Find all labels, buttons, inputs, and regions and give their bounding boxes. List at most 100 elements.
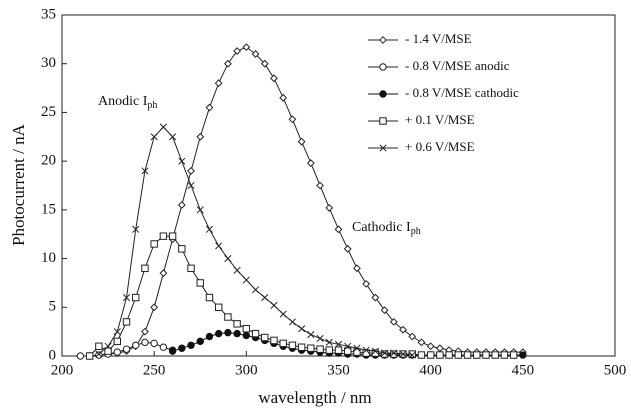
legend-label: - 0.8 V/MSE cathodic (405, 85, 519, 100)
legend-label: - 0.8 V/MSE anodic (405, 58, 510, 73)
marker (288, 115, 297, 124)
marker (251, 286, 260, 294)
marker (389, 317, 398, 326)
marker (242, 276, 250, 284)
x-tick-label: 250 (143, 362, 166, 378)
marker (104, 347, 112, 355)
marker (379, 90, 387, 98)
marker (178, 245, 186, 253)
marker (76, 352, 85, 360)
annotation-subscript: ph (411, 226, 421, 237)
marker (132, 225, 140, 233)
marker (417, 338, 426, 347)
marker (408, 350, 416, 358)
marker (344, 342, 352, 350)
marker (473, 351, 481, 359)
marker (85, 352, 94, 360)
marker (408, 351, 416, 359)
marker (463, 351, 472, 359)
marker (380, 306, 389, 315)
marker (307, 344, 315, 352)
marker (233, 329, 241, 338)
annotation-subscript: ph (147, 100, 157, 111)
marker (205, 103, 214, 112)
marker (435, 344, 444, 353)
marker (242, 331, 251, 340)
marker (288, 341, 297, 349)
annotation-text: Anodic I (98, 94, 148, 109)
y-tick-label: 5 (49, 299, 57, 315)
marker (159, 232, 168, 240)
marker (260, 59, 269, 68)
marker (159, 123, 167, 131)
marker (150, 303, 159, 312)
marker (353, 344, 361, 352)
marker (279, 339, 287, 348)
legend-label: + 0.6 V/MSE (405, 139, 475, 154)
y-axis-label: Photocurrent / nA (9, 123, 28, 246)
marker (390, 349, 398, 357)
marker (150, 240, 158, 248)
marker (362, 346, 370, 354)
marker (159, 269, 168, 278)
y-tick-label: 0 (49, 347, 57, 363)
marker (224, 313, 232, 321)
marker (141, 264, 149, 273)
marker (215, 242, 223, 250)
marker (353, 264, 361, 273)
marker (362, 279, 371, 288)
marker (122, 293, 131, 302)
y-tick-label: 15 (41, 201, 56, 217)
marker (325, 338, 333, 346)
marker (270, 301, 278, 309)
annotation-text: Cathodic I (352, 220, 411, 235)
x-tick-label: 350 (327, 362, 350, 378)
y-tick-label: 35 (41, 6, 56, 22)
marker (95, 350, 103, 358)
series-line (98, 126, 413, 356)
y-tick-label: 20 (41, 153, 56, 169)
marker (122, 345, 131, 353)
marker (168, 232, 177, 240)
marker (196, 132, 205, 141)
marker (178, 344, 186, 352)
annotation: Anodic Iph (98, 94, 157, 111)
marker (187, 166, 195, 175)
marker (371, 349, 380, 357)
marker (242, 43, 251, 52)
marker (426, 342, 435, 351)
x-tick-label: 300 (235, 362, 258, 378)
marker (113, 337, 121, 346)
marker (95, 342, 103, 350)
y-tick-label: 30 (41, 55, 56, 71)
marker (399, 325, 407, 334)
marker (379, 36, 387, 44)
marker (104, 342, 112, 350)
marker (379, 63, 387, 71)
marker (454, 351, 463, 359)
marker (343, 244, 352, 253)
marker (168, 347, 177, 355)
x-tick-label: 200 (51, 362, 74, 378)
plot-frame (61, 14, 616, 357)
marker (379, 117, 387, 125)
marker (381, 349, 389, 357)
x-tick-label: 450 (512, 362, 535, 378)
marker (251, 329, 260, 338)
marker (141, 338, 149, 347)
marker (509, 351, 518, 359)
y-tick-label: 25 (41, 104, 56, 120)
marker (380, 350, 389, 358)
marker (334, 225, 343, 234)
marker (316, 334, 324, 343)
marker (150, 133, 158, 141)
marker (141, 167, 149, 175)
marker (205, 293, 214, 302)
marker (196, 206, 204, 214)
marker (288, 318, 296, 326)
marker (500, 351, 509, 359)
marker (214, 79, 223, 88)
marker (233, 266, 241, 274)
marker (95, 351, 103, 359)
